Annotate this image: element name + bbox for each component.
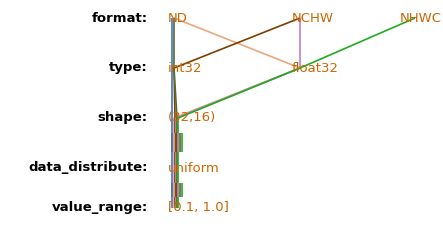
Text: NHWC: NHWC	[400, 11, 442, 25]
Text: format:: format:	[92, 11, 148, 25]
Text: shape:: shape:	[98, 111, 148, 124]
Text: ND: ND	[168, 11, 188, 25]
Text: [0.1, 1.0]: [0.1, 1.0]	[168, 201, 229, 215]
Text: NCHW: NCHW	[292, 11, 334, 25]
Text: int32: int32	[168, 62, 202, 74]
Text: float32: float32	[292, 62, 339, 74]
Text: uniform: uniform	[168, 161, 220, 175]
Text: type:: type:	[109, 62, 148, 74]
Text: value_range:: value_range:	[52, 201, 148, 215]
Text: data_distribute:: data_distribute:	[28, 161, 148, 175]
Text: (32,16): (32,16)	[168, 111, 216, 124]
